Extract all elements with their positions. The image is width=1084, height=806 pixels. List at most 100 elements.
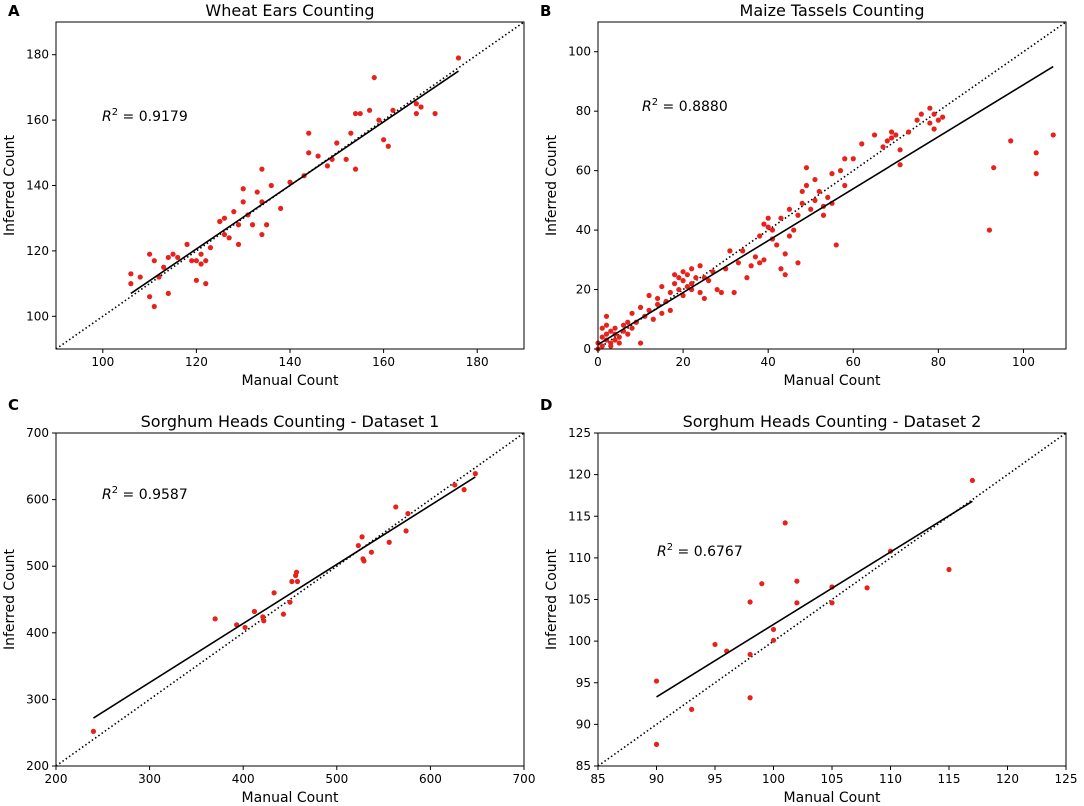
x-tick-label: 100 — [1012, 355, 1035, 369]
data-point — [969, 477, 976, 484]
data-point — [986, 227, 993, 233]
data-point — [278, 205, 284, 211]
data-point — [778, 266, 784, 272]
r-squared-annotation: R2 = 0.9587 — [102, 485, 188, 503]
data-point — [198, 251, 204, 257]
data-point — [752, 254, 759, 260]
data-point — [189, 258, 195, 264]
data-point — [931, 126, 937, 132]
data-point — [348, 130, 354, 136]
data-point — [735, 260, 742, 266]
data-point — [254, 189, 260, 195]
chart-title: Sorghum Heads Counting - Dataset 1 — [141, 412, 440, 431]
data-point — [1008, 138, 1014, 144]
data-point — [413, 101, 419, 107]
data-point — [812, 197, 818, 203]
data-point — [820, 212, 827, 218]
y-tick-label: 600 — [26, 493, 49, 507]
data-point — [740, 248, 746, 254]
data-point — [151, 303, 157, 310]
data-point — [825, 194, 831, 200]
data-point — [616, 334, 622, 340]
data-point — [927, 120, 933, 126]
data-point — [271, 590, 277, 596]
y-tick-label: 125 — [568, 426, 591, 440]
x-tick-label: 200 — [45, 772, 68, 786]
x-tick-label: 40 — [761, 355, 776, 369]
data-point — [268, 182, 274, 189]
data-point — [472, 471, 478, 477]
data-point — [888, 135, 895, 141]
data-point — [616, 340, 622, 346]
data-point — [935, 117, 941, 123]
x-tick-label: 600 — [419, 772, 442, 786]
y-tick-label: 0 — [583, 342, 591, 356]
x-tick-label: 100 — [762, 772, 785, 786]
r-squared-value: = 0.6767 — [673, 544, 743, 560]
data-point — [147, 294, 153, 300]
data-point — [778, 215, 784, 221]
data-point — [90, 728, 97, 734]
data-point — [599, 343, 605, 349]
data-point — [680, 278, 686, 284]
y-tick-label: 120 — [26, 244, 49, 258]
panel-letter: B — [540, 2, 551, 20]
panel-letter: A — [8, 2, 20, 20]
r-squared-annotation: R2 = 0.9179 — [102, 107, 188, 125]
identity-line — [597, 432, 1067, 767]
y-tick-label: 180 — [26, 48, 49, 62]
data-point — [418, 104, 424, 110]
chart-panel-c: C Sorghum Heads Counting - Dataset 1 200 30… — [2, 396, 535, 806]
data-point — [165, 254, 171, 261]
data-point — [744, 275, 750, 281]
data-point — [217, 218, 223, 225]
data-point — [259, 231, 265, 238]
y-tick-label: 115 — [568, 509, 591, 523]
data-point — [799, 188, 805, 195]
data-point — [706, 278, 712, 284]
y-tick-label: 100 — [568, 45, 591, 59]
data-point — [603, 313, 610, 319]
y-tick-label: 110 — [568, 551, 591, 565]
y-tick-label: 40 — [576, 223, 591, 237]
data-point — [684, 283, 690, 290]
data-point — [1050, 132, 1056, 138]
data-point — [646, 292, 652, 299]
r-squared-symbol: R — [102, 109, 112, 125]
data-point — [151, 258, 157, 264]
data-point — [654, 301, 661, 308]
x-tick-label: 105 — [821, 772, 844, 786]
data-point — [207, 245, 214, 251]
y-tick-label: 300 — [26, 692, 49, 706]
data-point — [376, 117, 382, 123]
plot-frame — [597, 21, 1067, 350]
y-tick-label: 700 — [26, 426, 49, 440]
data-point — [637, 340, 644, 346]
y-tick-label: 80 — [576, 104, 591, 118]
data-point — [203, 258, 209, 264]
x-tick-label: 160 — [372, 355, 395, 369]
data-point — [714, 286, 720, 293]
data-point — [748, 263, 754, 269]
data-point — [357, 110, 363, 117]
data-point — [667, 307, 673, 313]
data-point — [608, 343, 614, 349]
data-point — [712, 641, 718, 648]
data-point — [747, 651, 753, 658]
r-squared-annotation: R2 = 0.6767 — [657, 542, 743, 560]
data-point — [897, 162, 903, 168]
identity-line — [597, 21, 1067, 350]
x-tick-label: 100 — [91, 355, 114, 369]
r-squared-symbol: R — [102, 487, 112, 503]
data-point — [315, 153, 321, 159]
data-point — [193, 258, 199, 264]
data-point — [261, 618, 267, 624]
data-point — [654, 295, 661, 302]
data-point — [184, 241, 190, 247]
data-point — [782, 520, 788, 526]
x-tick-label: 500 — [325, 772, 348, 786]
y-tick-label: 200 — [26, 759, 49, 773]
r-squared-exponent: 2 — [112, 485, 118, 496]
data-point — [371, 74, 377, 81]
data-point — [727, 248, 733, 254]
